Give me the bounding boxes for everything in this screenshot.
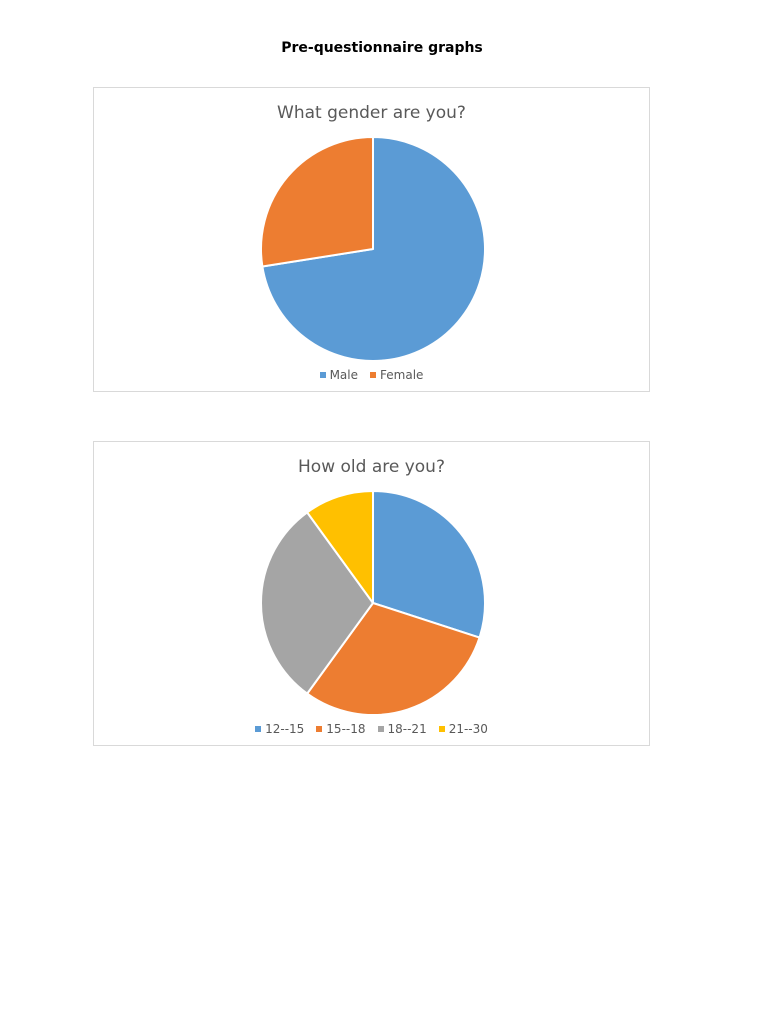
page-title: Pre-questionnaire graphs bbox=[281, 40, 483, 56]
legend-swatch bbox=[316, 726, 323, 732]
legend-swatch bbox=[377, 726, 384, 732]
legend-swatch bbox=[370, 372, 377, 378]
legend-item-18-21: 18--21 bbox=[377, 722, 427, 736]
chart-title: How old are you? bbox=[298, 457, 445, 477]
pie-slice-female bbox=[260, 136, 374, 268]
age-chart: How old are you? 12--15 15--18 18--21 21--3… bbox=[93, 441, 650, 746]
legend-label: Female bbox=[380, 368, 424, 382]
legend-label: 18--21 bbox=[387, 722, 427, 736]
legend-swatch bbox=[438, 726, 445, 732]
legend-label: 21--30 bbox=[448, 722, 488, 736]
legend-label: 15--18 bbox=[326, 722, 366, 736]
legend-item-12-15: 12--15 bbox=[255, 722, 304, 736]
legend-item-male: Male bbox=[319, 368, 359, 382]
pie-slice-12-15 bbox=[372, 490, 487, 639]
pie-slice-21-30 bbox=[306, 490, 374, 604]
gender-chart: What gender are you? Male Female bbox=[93, 87, 650, 392]
legend-swatch bbox=[319, 372, 326, 378]
age-legend: 12--15 15--18 18--21 21--30 bbox=[94, 722, 649, 736]
legend-item-15-18: 15--18 bbox=[316, 722, 366, 736]
legend-label: 12--15 bbox=[265, 722, 305, 736]
legend-label: Male bbox=[329, 368, 359, 382]
chart-title: What gender are you? bbox=[277, 103, 466, 123]
gender-legend: Male Female bbox=[94, 368, 649, 382]
gender-pie bbox=[260, 136, 487, 362]
legend-item-female: Female bbox=[370, 368, 423, 382]
pie-slice-18-21 bbox=[260, 511, 374, 695]
age-pie bbox=[260, 490, 487, 716]
pie-slice-15-18 bbox=[306, 602, 481, 716]
legend-swatch bbox=[255, 726, 262, 732]
legend-item-21-30: 21--30 bbox=[438, 722, 488, 736]
